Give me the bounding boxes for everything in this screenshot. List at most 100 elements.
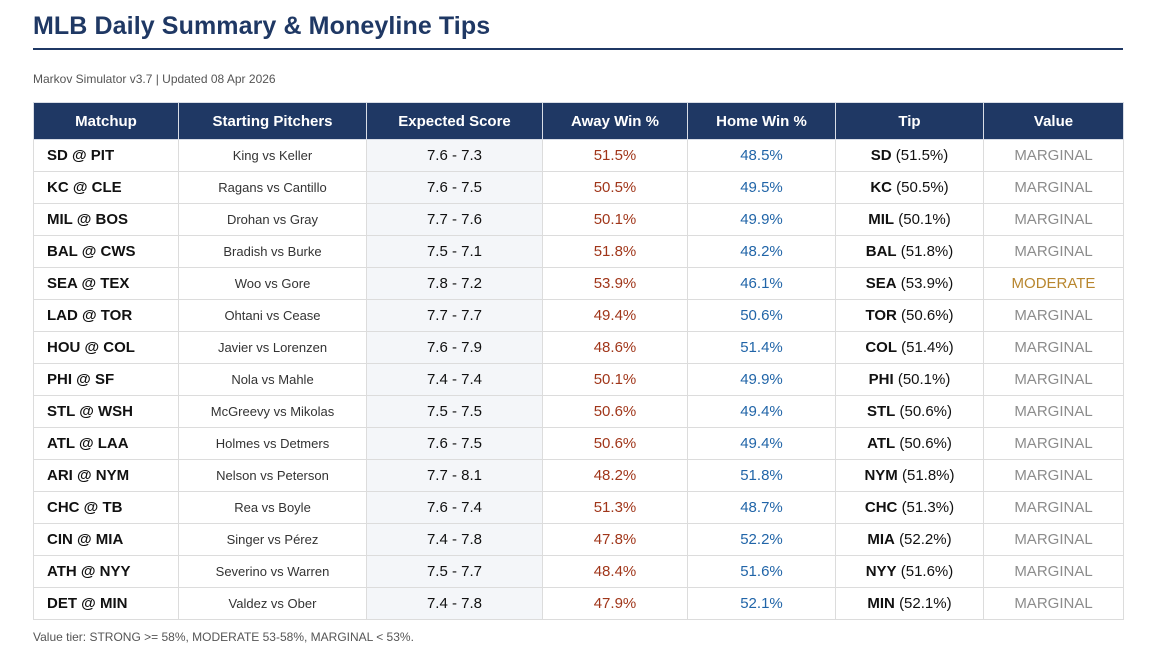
- pitchers-cell: Javier vs Lorenzen: [178, 331, 367, 364]
- pitchers-cell: Holmes vs Detmers: [178, 427, 367, 460]
- tip-percentage: (50.6%): [899, 435, 952, 452]
- expected-score-cell: 7.7 - 7.6: [366, 203, 543, 236]
- tip-cell: NYM (51.8%): [835, 459, 984, 492]
- tip-team: SD: [870, 147, 892, 164]
- tip-team: MIL: [868, 211, 895, 228]
- away-win-cell: 47.9%: [542, 587, 688, 620]
- table-row: CHC @ TB Rea vs Boyle 7.6 - 7.4 51.3% 48.7% C…: [33, 491, 1124, 524]
- matchup-cell: ARI @ NYM: [33, 459, 179, 492]
- tip-team: SEA: [865, 275, 897, 292]
- matchup-cell: CHC @ TB: [33, 491, 179, 524]
- matchup-cell: HOU @ COL: [33, 331, 179, 364]
- table-row: PHI @ SF Nola vs Mahle 7.4 - 7.4 50.1% 49.9%…: [33, 363, 1124, 396]
- pitchers-cell: Drohan vs Gray: [178, 203, 367, 236]
- matchup-cell: DET @ MIN: [33, 587, 179, 620]
- tip-team: MIA: [867, 531, 895, 548]
- tip-cell: COL (51.4%): [835, 331, 984, 364]
- table-row: ARI @ NYM Nelson vs Peterson 7.7 - 8.1 48.2…: [33, 459, 1124, 492]
- tip-cell: KC (50.5%): [835, 171, 984, 204]
- matchup-cell: SEA @ TEX: [33, 267, 179, 300]
- tip-cell: MIN (52.1%): [835, 587, 984, 620]
- value-tier-cell: MARGINAL: [983, 395, 1124, 428]
- home-win-cell: 48.7%: [687, 491, 836, 524]
- tip-cell: MIA (52.2%): [835, 523, 984, 556]
- tip-team: TOR: [865, 307, 897, 324]
- home-win-cell: 50.6%: [687, 299, 836, 332]
- expected-score-cell: 7.4 - 7.4: [366, 363, 543, 396]
- matchup-cell: STL @ WSH: [33, 395, 179, 428]
- pitchers-cell: King vs Keller: [178, 139, 367, 172]
- expected-score-cell: 7.5 - 7.7: [366, 555, 543, 588]
- expected-score-cell: 7.4 - 7.8: [366, 523, 543, 556]
- tip-team: STL: [866, 403, 896, 420]
- tip-team: BAL: [865, 243, 897, 260]
- matchup-cell: BAL @ CWS: [33, 235, 179, 268]
- value-tier-cell: MARGINAL: [983, 139, 1124, 172]
- tip-percentage: (50.6%): [901, 307, 954, 324]
- tip-cell: SEA (53.9%): [835, 267, 984, 300]
- home-win-cell: 51.8%: [687, 459, 836, 492]
- table-row: BAL @ CWS Bradish vs Burke 7.5 - 7.1 51.8% 4…: [33, 235, 1124, 268]
- expected-score-cell: 7.4 - 7.8: [366, 587, 543, 620]
- home-win-cell: 48.2%: [687, 235, 836, 268]
- pitchers-cell: Nelson vs Peterson: [178, 459, 367, 492]
- away-win-cell: 50.5%: [542, 171, 688, 204]
- away-win-cell: 50.6%: [542, 427, 688, 460]
- home-win-cell: 46.1%: [687, 267, 836, 300]
- value-tier-cell: MARGINAL: [983, 203, 1124, 236]
- value-tier-cell: MARGINAL: [983, 299, 1124, 332]
- away-win-cell: 51.8%: [542, 235, 688, 268]
- tip-cell: SD (51.5%): [835, 139, 984, 172]
- home-win-cell: 48.5%: [687, 139, 836, 172]
- tip-percentage: (50.5%): [896, 179, 949, 196]
- value-tier-cell: MARGINAL: [983, 555, 1124, 588]
- value-tier-cell: MARGINAL: [983, 459, 1124, 492]
- table-row: CIN @ MIA Singer vs Pérez 7.4 - 7.8 47.8% 52…: [33, 523, 1124, 556]
- tip-percentage: (51.8%): [900, 243, 954, 260]
- expected-score-cell: 7.7 - 8.1: [366, 459, 543, 492]
- expected-score-cell: 7.6 - 7.9: [366, 331, 543, 364]
- pitchers-cell: Valdez vs Ober: [178, 587, 367, 620]
- tip-team: ATL: [867, 435, 896, 452]
- table-row: STL @ WSH McGreevy vs Mikolas 7.5 - 7.5 50.…: [33, 395, 1124, 428]
- tip-cell: ATL (50.6%): [835, 427, 984, 460]
- away-win-cell: 50.1%: [542, 203, 688, 236]
- away-win-cell: 49.4%: [542, 299, 688, 332]
- expected-score-cell: 7.7 - 7.7: [366, 299, 543, 332]
- column-header-home-win: Home Win %: [687, 102, 836, 140]
- tip-percentage: (52.2%): [899, 531, 952, 548]
- expected-score-cell: 7.5 - 7.5: [366, 395, 543, 428]
- expected-score-cell: 7.6 - 7.5: [366, 427, 543, 460]
- value-tier-cell: MARGINAL: [983, 523, 1124, 556]
- value-tier-cell: MODERATE: [983, 267, 1124, 300]
- table-row: SD @ PIT King vs Keller 7.6 - 7.3 51.5% 48.5…: [33, 139, 1124, 172]
- column-header-value: Value: [983, 102, 1124, 140]
- tip-cell: STL (50.6%): [835, 395, 984, 428]
- tip-team: CHC: [864, 499, 898, 516]
- away-win-cell: 50.1%: [542, 363, 688, 396]
- value-tier-cell: MARGINAL: [983, 363, 1124, 396]
- pitchers-cell: Woo vs Gore: [178, 267, 367, 300]
- away-win-cell: 51.5%: [542, 139, 688, 172]
- column-header-tip: Tip: [835, 102, 984, 140]
- expected-score-cell: 7.5 - 7.1: [366, 235, 543, 268]
- tip-team: NYY: [865, 563, 897, 580]
- value-tier-cell: MARGINAL: [983, 235, 1124, 268]
- tip-percentage: (51.3%): [901, 499, 955, 516]
- pitchers-cell: Bradish vs Burke: [178, 235, 367, 268]
- tip-cell: PHI (50.1%): [835, 363, 984, 396]
- expected-score-cell: 7.8 - 7.2: [366, 267, 543, 300]
- column-header-matchup: Matchup: [33, 102, 179, 140]
- matchup-cell: ATH @ NYY: [33, 555, 179, 588]
- home-win-cell: 49.4%: [687, 395, 836, 428]
- pitchers-cell: Severino vs Warren: [178, 555, 367, 588]
- pitchers-cell: Singer vs Pérez: [178, 523, 367, 556]
- table-row: LAD @ TOR Ohtani vs Cease 7.7 - 7.7 49.4% 50…: [33, 299, 1124, 332]
- tip-cell: NYY (51.6%): [835, 555, 984, 588]
- tip-percentage: (50.1%): [898, 211, 951, 228]
- tip-team: COL: [865, 339, 897, 356]
- pitchers-cell: McGreevy vs Mikolas: [178, 395, 367, 428]
- away-win-cell: 48.4%: [542, 555, 688, 588]
- tip-team: KC: [870, 179, 892, 196]
- matchup-cell: MIL @ BOS: [33, 203, 179, 236]
